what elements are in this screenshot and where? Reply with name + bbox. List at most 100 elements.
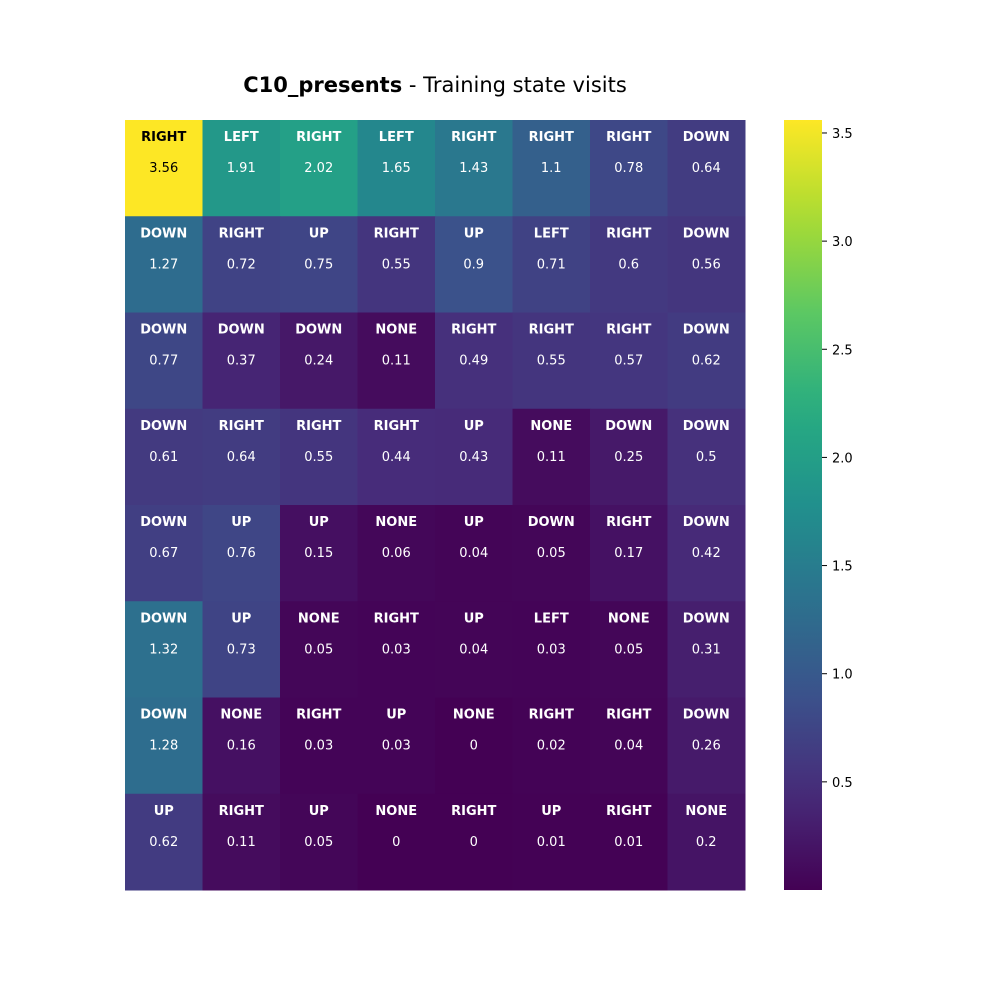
heatmap-cell-r3-c6 — [590, 408, 668, 506]
chart-title-rest: - Training state visits — [402, 73, 627, 97]
heatmap-cell-r6-c1 — [202, 697, 281, 795]
cell-value-label-r4-c2: 0.15 — [304, 546, 333, 561]
heatmap-cell-r4-c3 — [357, 505, 436, 602]
heatmap-cell-r0-c5 — [512, 120, 591, 217]
cell-action-label-r1-c2: UP — [309, 226, 329, 241]
heatmap-cell-r7-c5 — [512, 793, 591, 891]
cell-action-label-r5-c0: DOWN — [140, 611, 187, 626]
cell-value-label-r3-c1: 0.64 — [227, 450, 256, 465]
cell-value-label-r4-c0: 0.67 — [149, 546, 178, 561]
cell-value-label-r1-c2: 0.75 — [304, 257, 333, 272]
cell-action-label-r4-c7: DOWN — [683, 515, 730, 530]
cell-value-label-r7-c5: 0.01 — [537, 835, 566, 850]
heatmap-cell-r1-c6 — [590, 216, 668, 313]
cell-action-label-r6-c7: DOWN — [683, 708, 730, 723]
heatmap-cell-r4-c0 — [125, 505, 203, 602]
heatmap-cell-r3-c0 — [125, 408, 203, 506]
heatmap-cell-r7-c7 — [667, 793, 746, 891]
heatmap-cell-r5-c2 — [280, 601, 358, 698]
colorbar-tick-label-4: 2.5 — [832, 343, 853, 358]
cell-action-label-r5-c4: UP — [464, 611, 484, 626]
heatmap-cell-r3-c5 — [512, 408, 591, 506]
cell-value-label-r1-c3: 0.55 — [382, 257, 411, 272]
cell-action-label-r0-c6: RIGHT — [606, 130, 651, 145]
cell-action-label-r3-c4: UP — [464, 419, 484, 434]
cell-value-label-r3-c4: 0.43 — [459, 450, 488, 465]
heatmap-cell-r1-c2 — [280, 216, 358, 313]
heatmap-cell-r0-c0 — [125, 120, 203, 217]
heatmap-cell-r1-c1 — [202, 216, 281, 313]
cell-value-label-r2-c6: 0.57 — [614, 354, 643, 369]
cell-action-label-r2-c7: DOWN — [683, 323, 730, 338]
cell-value-label-r4-c6: 0.17 — [614, 546, 643, 561]
cell-action-label-r1-c3: RIGHT — [374, 226, 419, 241]
cell-action-label-r1-c5: LEFT — [534, 226, 569, 241]
heatmap-cell-r1-c3 — [357, 216, 436, 313]
heatmap-cell-r6-c5 — [512, 697, 591, 795]
cell-action-label-r0-c0: RIGHT — [141, 130, 186, 145]
heatmap-cell-r1-c4 — [435, 216, 513, 313]
cell-value-label-r6-c1: 0.16 — [227, 739, 256, 754]
cell-action-label-r2-c5: RIGHT — [529, 323, 574, 338]
cell-action-label-r6-c2: RIGHT — [296, 708, 341, 723]
heatmap-cell-r0-c1 — [202, 120, 281, 217]
cell-action-label-r2-c3: NONE — [375, 323, 417, 338]
cell-value-label-r2-c1: 0.37 — [227, 354, 256, 369]
cell-action-label-r3-c7: DOWN — [683, 419, 730, 434]
cell-action-label-r1-c7: DOWN — [683, 226, 730, 241]
cell-value-label-r1-c0: 1.27 — [149, 257, 178, 272]
heatmap-cell-r3-c3 — [357, 408, 436, 506]
cell-value-label-r2-c5: 0.55 — [537, 354, 566, 369]
heatmap-cell-r2-c2 — [280, 312, 358, 410]
heatmap-cell-r0-c7 — [667, 120, 746, 217]
cell-action-label-r0-c4: RIGHT — [451, 130, 496, 145]
cell-action-label-r2-c0: DOWN — [140, 323, 187, 338]
cell-value-label-r1-c4: 0.9 — [463, 257, 484, 272]
cell-value-label-r3-c3: 0.44 — [382, 450, 411, 465]
heatmap-cell-r6-c7 — [667, 697, 746, 795]
chart-title: C10_presents - Training state visits — [243, 73, 627, 97]
chart-title-bold: C10_presents — [243, 73, 402, 97]
heatmap-cell-r2-c7 — [667, 312, 746, 410]
cell-action-label-r4-c6: RIGHT — [606, 515, 651, 530]
cell-action-label-r5-c5: LEFT — [534, 611, 569, 626]
heatmap-cell-r1-c0 — [125, 216, 203, 313]
cell-value-label-r2-c7: 0.62 — [692, 354, 721, 369]
cell-action-label-r7-c1: RIGHT — [219, 804, 264, 819]
cell-action-label-r6-c0: DOWN — [140, 708, 187, 723]
cell-value-label-r0-c1: 1.91 — [227, 161, 256, 176]
cell-value-label-r1-c6: 0.6 — [618, 257, 639, 272]
cell-value-label-r4-c7: 0.42 — [692, 546, 721, 561]
cell-value-label-r6-c0: 1.28 — [149, 739, 178, 754]
cell-action-label-r5-c3: RIGHT — [374, 611, 419, 626]
cell-action-label-r0-c2: RIGHT — [296, 130, 341, 145]
cell-action-label-r2-c2: DOWN — [295, 323, 342, 338]
heatmap-cell-r5-c1 — [202, 601, 281, 698]
cell-value-label-r3-c0: 0.61 — [149, 450, 178, 465]
cell-action-label-r5-c1: UP — [231, 611, 251, 626]
heatmap-cell-r6-c6 — [590, 697, 668, 795]
cell-value-label-r7-c3: 0 — [392, 835, 400, 850]
cell-value-label-r5-c5: 0.03 — [537, 642, 566, 657]
cell-action-label-r3-c5: NONE — [530, 419, 572, 434]
cell-value-label-r0-c4: 1.43 — [459, 161, 488, 176]
colorbar-tick-label-1: 1.0 — [832, 668, 853, 683]
cell-value-label-r6-c4: 0 — [470, 739, 478, 754]
cell-action-label-r4-c3: NONE — [375, 515, 417, 530]
cell-action-label-r0-c1: LEFT — [224, 130, 259, 145]
cell-action-label-r6-c1: NONE — [220, 708, 262, 723]
heatmap-cell-r1-c5 — [512, 216, 591, 313]
cell-action-label-r4-c4: UP — [464, 515, 484, 530]
cell-value-label-r7-c1: 0.11 — [227, 835, 256, 850]
cell-value-label-r6-c6: 0.04 — [614, 739, 643, 754]
heatmap-cell-r7-c2 — [280, 793, 358, 891]
heatmap-cell-r5-c6 — [590, 601, 668, 698]
cell-value-label-r0-c5: 1.1 — [541, 161, 562, 176]
heatmap-cell-r7-c6 — [590, 793, 668, 891]
heatmap-cell-r5-c4 — [435, 601, 513, 698]
cell-value-label-r1-c7: 0.56 — [692, 257, 721, 272]
cell-value-label-r2-c4: 0.49 — [459, 354, 488, 369]
cell-value-label-r5-c6: 0.05 — [614, 642, 643, 657]
cell-action-label-r2-c4: RIGHT — [451, 323, 496, 338]
cell-action-label-r1-c4: UP — [464, 226, 484, 241]
